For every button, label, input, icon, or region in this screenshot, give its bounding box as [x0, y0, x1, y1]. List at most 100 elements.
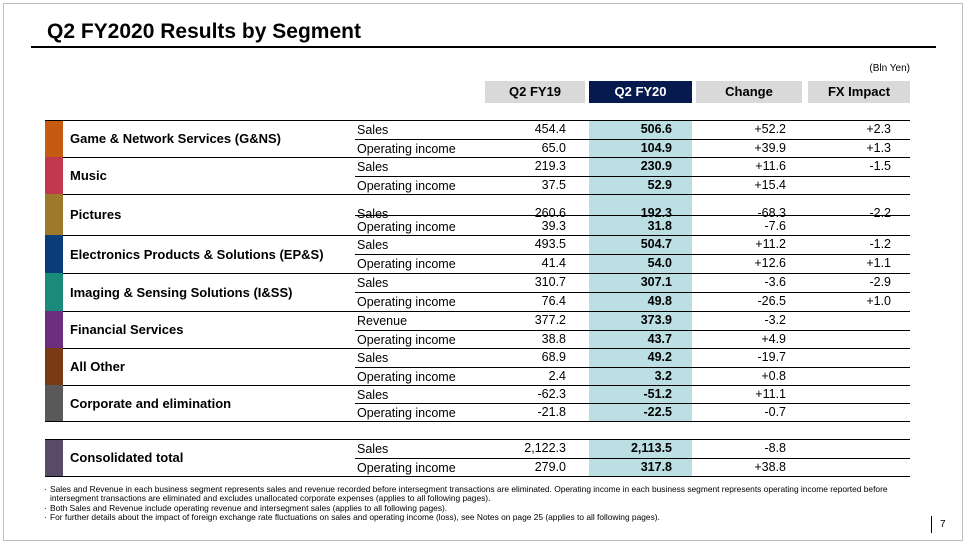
segment-name: Corporate and elimination	[70, 395, 232, 411]
slide-frame	[3, 3, 963, 541]
segment-color-bar	[45, 194, 63, 235]
footnote: Both Sales and Revenue include operating…	[44, 503, 897, 513]
col-header-change: Change	[696, 81, 802, 103]
block-divider	[45, 311, 910, 312]
segment-name: Financial Services	[70, 322, 184, 337]
value-q2fy19: 454.4	[534, 122, 566, 136]
value-change: -26.5	[757, 294, 787, 308]
value-fx-impact: +2.3	[866, 122, 891, 136]
value-q2fy19: 2,122.3	[524, 441, 566, 455]
value-q2fy20: 373.9	[640, 313, 672, 327]
value-change: +0.8	[761, 368, 786, 383]
footnote: Sales and Revenue in each business segme…	[44, 484, 897, 504]
value-fx-impact: +1.0	[866, 294, 891, 308]
value-change: +38.8	[754, 459, 786, 474]
value-change: -0.7	[764, 405, 786, 419]
segment-color-bar	[45, 439, 63, 476]
row-divider	[355, 403, 910, 404]
value-q2fy20: 49.2	[647, 350, 672, 364]
value-q2fy19: 39.3	[541, 218, 566, 233]
page-number: 7	[940, 519, 946, 530]
row-label: Sales	[357, 160, 389, 174]
segment-color-bar	[45, 157, 63, 194]
value-q2fy20: 317.8	[640, 459, 672, 474]
row-label: Operating income	[357, 460, 456, 475]
value-q2fy20: 54.0	[647, 256, 672, 270]
value-change: +11.6	[755, 159, 786, 173]
block-divider	[45, 235, 910, 236]
segment-color-bar	[45, 311, 63, 348]
value-change: +11.2	[755, 237, 786, 251]
q2fy20-highlight-band	[589, 120, 692, 421]
row-label: Operating income	[357, 406, 456, 420]
block-divider	[45, 439, 910, 440]
segment-name: Consolidated total	[70, 450, 184, 465]
row-divider	[355, 176, 910, 177]
value-fx-impact: +1.1	[866, 256, 891, 270]
segment-name: Imaging & Sensing Solutions (I&SS)	[70, 284, 293, 300]
value-q2fy20: -51.2	[643, 387, 673, 401]
q2fy20-highlight-band-total	[589, 439, 692, 476]
value-q2fy19: 38.8	[541, 331, 566, 346]
row-divider	[355, 215, 910, 216]
value-q2fy20: -22.5	[643, 405, 673, 419]
row-label: Sales	[357, 207, 389, 221]
row-label: Operating income	[357, 219, 456, 234]
row-divider	[355, 292, 910, 293]
unit-label: (Bln Yen)	[869, 63, 910, 74]
value-q2fy19: 310.7	[534, 275, 566, 289]
value-fx-impact: -1.2	[869, 237, 891, 251]
row-label: Sales	[357, 388, 389, 402]
value-q2fy19: 260.6	[534, 206, 566, 220]
col-header-q2fy19: Q2 FY19	[485, 81, 585, 103]
value-q2fy19: 65.0	[541, 140, 566, 155]
segment-name: Game & Network Services (G&NS)	[70, 131, 281, 146]
segment-color-bar	[45, 235, 63, 273]
row-label: Sales	[357, 276, 389, 290]
row-label: Operating income	[357, 332, 456, 347]
segment-color-bar	[45, 348, 63, 385]
value-change: -3.2	[764, 313, 786, 327]
footnote: For further details about the impact of …	[44, 512, 897, 522]
row-label: Sales	[357, 123, 389, 137]
segment-name: Music	[70, 168, 107, 183]
col-header-q2fy20: Q2 FY20	[589, 81, 692, 103]
block-divider	[45, 348, 910, 349]
value-fx-impact: +1.3	[866, 140, 891, 155]
row-label: Operating income	[357, 257, 456, 271]
value-q2fy19: 41.4	[541, 256, 566, 270]
value-change: -68.3	[757, 206, 787, 220]
row-label: Operating income	[357, 369, 456, 384]
value-q2fy20: 2,113.5	[630, 441, 672, 455]
value-q2fy19: 68.9	[541, 350, 566, 364]
block-divider	[45, 421, 910, 422]
value-q2fy19: -21.8	[537, 405, 567, 419]
value-q2fy20: 52.9	[647, 177, 672, 192]
row-label: Revenue	[357, 314, 408, 328]
value-change: +39.9	[754, 140, 786, 155]
value-change: +4.9	[761, 331, 786, 346]
value-q2fy20: 192.3	[640, 206, 672, 220]
value-change: -7.6	[764, 218, 786, 233]
block-divider	[45, 157, 910, 158]
value-q2fy20: 49.8	[647, 294, 672, 308]
value-change: -19.7	[757, 350, 787, 364]
row-divider	[355, 330, 910, 331]
value-fx-impact: -1.5	[869, 159, 891, 173]
value-fx-impact: -2.2	[869, 206, 891, 220]
row-divider	[355, 367, 910, 368]
value-q2fy19: 493.5	[534, 237, 566, 251]
segment-name: All Other	[70, 359, 125, 374]
value-change: -3.6	[764, 275, 786, 289]
col-header-fx-impact: FX Impact	[808, 81, 910, 103]
value-q2fy20: 506.6	[640, 122, 672, 136]
value-q2fy20: 504.7	[640, 237, 672, 251]
value-change: +15.4	[754, 177, 786, 192]
row-label: Sales	[357, 238, 389, 252]
block-divider	[45, 385, 910, 386]
value-q2fy19: 2.4	[548, 368, 566, 383]
page-title: Q2 FY2020 Results by Segment	[47, 20, 361, 43]
row-label: Sales	[357, 351, 389, 365]
block-divider	[45, 476, 910, 477]
value-q2fy20: 43.7	[647, 331, 672, 346]
